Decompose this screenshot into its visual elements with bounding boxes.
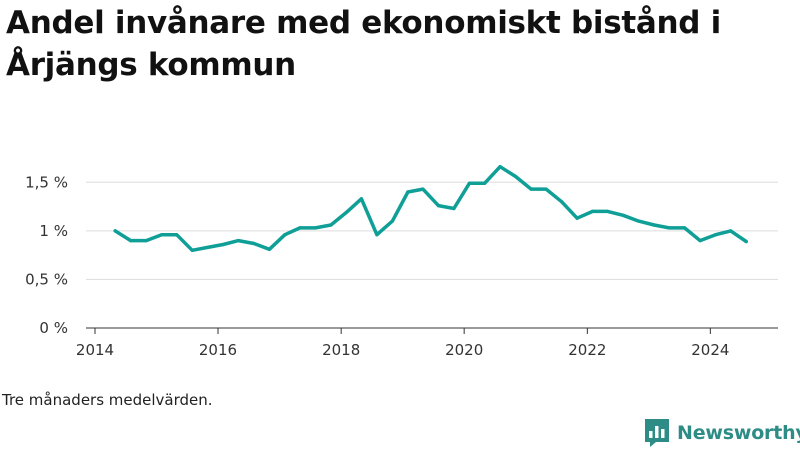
data-point — [344, 210, 348, 214]
data-point — [190, 248, 194, 252]
x-tick-label: 2016 — [199, 341, 237, 359]
data-point — [652, 223, 656, 227]
data-point — [313, 226, 317, 230]
data-point — [359, 197, 363, 201]
x-tick-label: 2020 — [445, 341, 483, 359]
data-point — [667, 226, 671, 230]
data-point — [329, 223, 333, 227]
chart-title: Andel invånare med ekonomiskt bistånd i … — [6, 5, 721, 83]
line-chart: 0 % 0,5 % 1 % 1,5 % 2014 2016 2018 2020 2022 202… — [25, 164, 778, 359]
bar-chart-speech-bubble-icon — [645, 419, 669, 447]
data-point — [421, 187, 425, 191]
x-tick-label: 2022 — [568, 341, 606, 359]
data-point — [206, 245, 210, 249]
brand-logo[interactable]: Newsworthy — [644, 418, 800, 448]
data-point — [606, 209, 610, 213]
data-point — [729, 229, 733, 233]
data-point — [683, 226, 687, 230]
x-tick-label: 2024 — [691, 341, 729, 359]
chart-note: Tre månaders medelvärden. — [2, 391, 213, 409]
data-point — [591, 209, 595, 213]
data-point — [514, 174, 518, 179]
data-point — [436, 204, 440, 208]
data-point — [144, 239, 148, 243]
x-axis: 2014 2016 2018 2020 2022 2024 — [76, 327, 778, 359]
x-tick-label: 2014 — [76, 341, 114, 359]
data-point — [575, 216, 579, 220]
data-point — [483, 181, 487, 185]
data-point — [160, 233, 164, 237]
y-tick-label: 0 % — [39, 319, 68, 337]
data-point — [375, 233, 379, 237]
data-point — [267, 247, 271, 251]
data-series — [113, 164, 748, 253]
data-point — [498, 165, 502, 169]
data-point — [714, 233, 718, 237]
y-tick-label: 1,5 % — [25, 173, 68, 191]
data-point — [175, 233, 179, 237]
data-point — [744, 239, 748, 244]
data-point — [452, 206, 456, 211]
data-point — [467, 181, 471, 185]
y-axis-ticks: 0 % 0,5 % 1 % 1,5 % — [25, 173, 68, 337]
data-point — [637, 219, 641, 223]
data-point — [544, 187, 548, 191]
data-point — [406, 190, 410, 194]
data-point — [298, 226, 302, 230]
data-point — [252, 241, 256, 246]
data-point — [621, 213, 625, 217]
data-point — [113, 229, 117, 233]
series-line — [113, 164, 748, 253]
data-point — [698, 239, 702, 243]
gridlines — [86, 181, 778, 280]
data-point — [390, 219, 394, 223]
y-tick-label: 1 % — [39, 222, 68, 240]
data-point — [129, 239, 133, 243]
y-tick-label: 0,5 % — [25, 270, 68, 288]
x-tick-label: 2018 — [322, 341, 360, 359]
data-point — [529, 187, 533, 191]
data-point — [221, 242, 225, 247]
brand-name: Newsworthy — [677, 422, 800, 444]
data-point — [236, 239, 240, 243]
data-point — [560, 200, 564, 204]
data-point — [283, 233, 287, 237]
